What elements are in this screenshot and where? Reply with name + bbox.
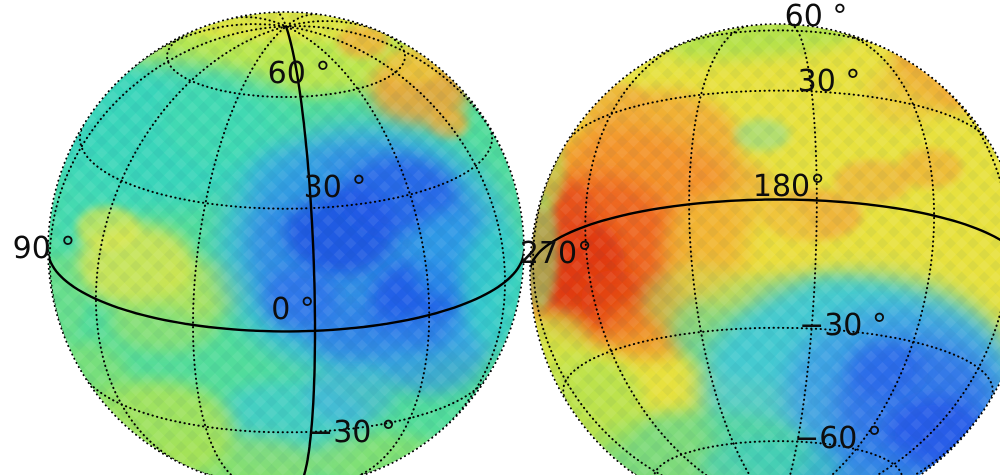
grid-line-dotted: [688, 24, 779, 475]
graticule-right: [530, 24, 1000, 475]
graticule-label: 90 °: [13, 231, 76, 266]
grid-line-dotted: [566, 89, 990, 143]
grid-line-solid: [48, 250, 524, 333]
grid-line-solid: [284, 25, 317, 475]
grid-line-dotted: [285, 20, 388, 36]
graticule-label: −60 °: [794, 421, 882, 456]
grid-line-dotted: [285, 25, 431, 475]
graticule-label: −30 °: [799, 308, 887, 343]
grid-line-dotted: [532, 149, 779, 475]
grid-line-dotted: [94, 25, 287, 467]
grid-line-dotted: [132, 23, 287, 68]
grid-line-dotted: [191, 25, 287, 475]
mosaic-texture: [530, 24, 1000, 475]
graticule-left: [48, 12, 524, 475]
heat-blob: [956, 24, 1000, 71]
grid-line-solid: [530, 198, 1000, 272]
grid-line-dotted: [777, 24, 818, 475]
grid-line-dotted: [285, 25, 507, 439]
graticule-label: 60 °: [268, 56, 331, 91]
grid-line-dotted: [670, 29, 886, 49]
graticule-label: 60 °: [785, 0, 848, 34]
grid-line-dotted: [584, 37, 779, 475]
grid-line-dotted: [84, 376, 488, 434]
sphere-boundary: [47, 11, 525, 475]
mosaic-texture: [48, 12, 524, 475]
graticule-label: 270°: [520, 236, 592, 271]
graticule-label: −30 °: [308, 415, 396, 450]
hemisphere-left: [48, 12, 524, 475]
graticule-label: 180°: [753, 169, 825, 204]
grid-line-dotted: [777, 72, 1000, 475]
grid-line-dotted: [48, 25, 287, 337]
grid-line-dotted: [78, 123, 494, 210]
grid-line-dotted: [166, 29, 406, 98]
grid-line-dotted: [653, 440, 903, 475]
graticule-label: 30 °: [798, 64, 861, 99]
grid-line-dotted: [275, 12, 287, 28]
grid-line-dotted: [562, 326, 994, 402]
graticule-label: 0 °: [271, 292, 315, 327]
graticule-label: 30 °: [304, 170, 367, 205]
